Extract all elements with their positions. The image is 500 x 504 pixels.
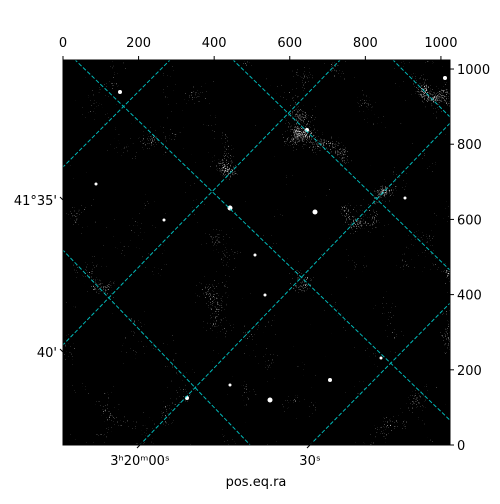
wcs-x-tick-label: 30ˢ <box>299 454 321 469</box>
sky-image <box>63 60 450 445</box>
x-tick-label: 1000 <box>424 36 457 51</box>
x-tick-label: 400 <box>202 36 227 51</box>
x-tick-label: 600 <box>277 36 302 51</box>
wcs-x-tick-label: 3ʰ20ᵐ00ˢ <box>110 454 170 469</box>
y-tick-label: 600 <box>457 213 482 228</box>
wcs-y-tick-label: 40' <box>37 346 57 361</box>
y-tick-label: 800 <box>457 138 482 153</box>
x-axis-label: pos.eq.ra <box>226 475 287 490</box>
x-tick-label: 0 <box>59 36 67 51</box>
x-tick-label: 200 <box>126 36 151 51</box>
wcs-y-tick-label: 41°35' <box>14 194 57 209</box>
wcs-y-tick <box>59 348 67 356</box>
y-tick-label: 1000 <box>457 63 490 78</box>
y-tick-label: 200 <box>457 364 482 379</box>
wcs-grid <box>63 60 450 445</box>
y-tick-label: 400 <box>457 289 482 304</box>
wcs-x-tick <box>306 441 314 449</box>
wcs-y-tick <box>59 196 67 204</box>
y-tick-label: 0 <box>457 439 465 454</box>
wcs-x-tick <box>136 441 144 449</box>
frame <box>62 59 451 446</box>
x-tick-label: 800 <box>353 36 378 51</box>
